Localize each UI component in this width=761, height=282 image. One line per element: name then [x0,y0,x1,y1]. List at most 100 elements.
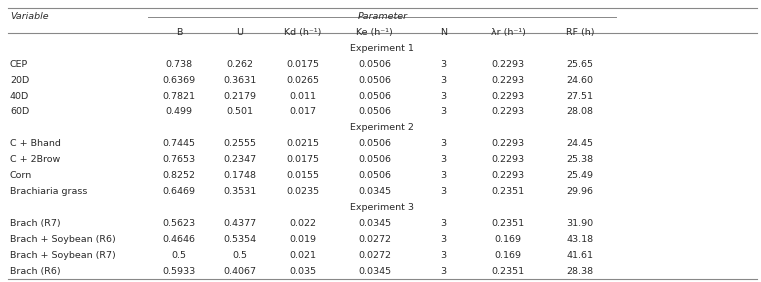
Text: 0.0506: 0.0506 [358,92,391,101]
Text: 0.4646: 0.4646 [162,235,196,244]
Text: CEP: CEP [10,60,28,69]
Text: Variable: Variable [10,12,49,21]
Text: 0.5354: 0.5354 [223,235,256,244]
Text: 0.2351: 0.2351 [492,219,524,228]
Text: Brach + Soybean (R7): Brach + Soybean (R7) [10,251,116,260]
Text: 0.2351: 0.2351 [492,187,524,196]
Text: 28.08: 28.08 [567,107,594,116]
Text: 0.5933: 0.5933 [162,267,196,276]
Text: 0.0215: 0.0215 [286,139,319,148]
Text: 0.0175: 0.0175 [286,155,319,164]
Text: 0.2179: 0.2179 [223,92,256,101]
Text: 3: 3 [440,155,447,164]
Text: 0.2293: 0.2293 [492,60,524,69]
Text: 24.60: 24.60 [567,76,594,85]
Text: Kd (h⁻¹): Kd (h⁻¹) [284,28,321,37]
Text: 0.2293: 0.2293 [492,92,524,101]
Text: Brach + Soybean (R6): Brach + Soybean (R6) [10,235,116,244]
Text: 0.7653: 0.7653 [162,155,196,164]
Text: 0.6369: 0.6369 [162,76,196,85]
Text: 0.2293: 0.2293 [492,155,524,164]
Text: 29.96: 29.96 [567,187,594,196]
Text: Corn: Corn [10,171,32,180]
Text: 41.61: 41.61 [567,251,594,260]
Text: Experiment 1: Experiment 1 [351,44,414,53]
Text: 0.0155: 0.0155 [286,171,319,180]
Text: 27.51: 27.51 [567,92,594,101]
Text: 3: 3 [440,187,447,196]
Text: 0.2293: 0.2293 [492,139,524,148]
Text: 60D: 60D [10,107,29,116]
Text: 0.0345: 0.0345 [358,267,391,276]
Text: 0.0506: 0.0506 [358,76,391,85]
Text: 3: 3 [440,139,447,148]
Text: 3: 3 [440,267,447,276]
Text: 0.022: 0.022 [289,219,316,228]
Text: U: U [236,28,244,37]
Text: 3: 3 [440,107,447,116]
Text: Experiment 3: Experiment 3 [350,203,415,212]
Text: 0.2293: 0.2293 [492,171,524,180]
Text: 28.38: 28.38 [567,267,594,276]
Text: 25.49: 25.49 [567,171,594,180]
Text: 0.0506: 0.0506 [358,171,391,180]
Text: 0.019: 0.019 [289,235,316,244]
Text: 0.2293: 0.2293 [492,107,524,116]
Text: 0.0272: 0.0272 [358,251,391,260]
Text: 0.7445: 0.7445 [162,139,196,148]
Text: λr (h⁻¹): λr (h⁻¹) [491,28,525,37]
Text: 3: 3 [440,219,447,228]
Text: 0.017: 0.017 [289,107,316,116]
Text: N: N [440,28,447,37]
Text: 0.7821: 0.7821 [162,92,196,101]
Text: 0.8252: 0.8252 [162,171,196,180]
Text: 0.011: 0.011 [289,92,316,101]
Text: C + Bhand: C + Bhand [10,139,61,148]
Text: 25.65: 25.65 [567,60,594,69]
Text: 0.499: 0.499 [165,107,193,116]
Text: 3: 3 [440,60,447,69]
Text: 0.169: 0.169 [495,235,521,244]
Text: 43.18: 43.18 [567,235,594,244]
Text: Experiment 2: Experiment 2 [351,124,414,132]
Text: 0.0506: 0.0506 [358,155,391,164]
Text: 0.5: 0.5 [232,251,247,260]
Text: 0.0506: 0.0506 [358,60,391,69]
Text: 3: 3 [440,92,447,101]
Text: 3: 3 [440,171,447,180]
Text: Brach (R6): Brach (R6) [10,267,61,276]
Text: 0.5: 0.5 [171,251,186,260]
Text: C + 2Brow: C + 2Brow [10,155,60,164]
Text: 0.2347: 0.2347 [223,155,256,164]
Text: 0.2293: 0.2293 [492,76,524,85]
Text: 0.262: 0.262 [226,60,253,69]
Text: 3: 3 [440,251,447,260]
Text: 3: 3 [440,235,447,244]
Text: 0.0345: 0.0345 [358,219,391,228]
Text: Brach (R7): Brach (R7) [10,219,61,228]
Text: 3: 3 [440,76,447,85]
Text: 0.0175: 0.0175 [286,60,319,69]
Text: 24.45: 24.45 [567,139,594,148]
Text: 0.035: 0.035 [289,267,316,276]
Text: 0.0235: 0.0235 [286,187,319,196]
Text: 0.3631: 0.3631 [223,76,256,85]
Text: 0.169: 0.169 [495,251,521,260]
Text: 0.3531: 0.3531 [223,187,256,196]
Text: 0.0345: 0.0345 [358,187,391,196]
Text: RF (h): RF (h) [566,28,594,37]
Text: 0.0272: 0.0272 [358,235,391,244]
Text: 0.501: 0.501 [226,107,253,116]
Text: 0.1748: 0.1748 [223,171,256,180]
Text: 0.6469: 0.6469 [162,187,196,196]
Text: Ke (h⁻¹): Ke (h⁻¹) [356,28,393,37]
Text: 25.38: 25.38 [567,155,594,164]
Text: 31.90: 31.90 [567,219,594,228]
Text: Parameter: Parameter [358,12,407,21]
Text: 0.0506: 0.0506 [358,107,391,116]
Text: 0.4067: 0.4067 [223,267,256,276]
Text: 0.0506: 0.0506 [358,139,391,148]
Text: 20D: 20D [10,76,29,85]
Text: 0.4377: 0.4377 [223,219,256,228]
Text: 0.0265: 0.0265 [286,76,319,85]
